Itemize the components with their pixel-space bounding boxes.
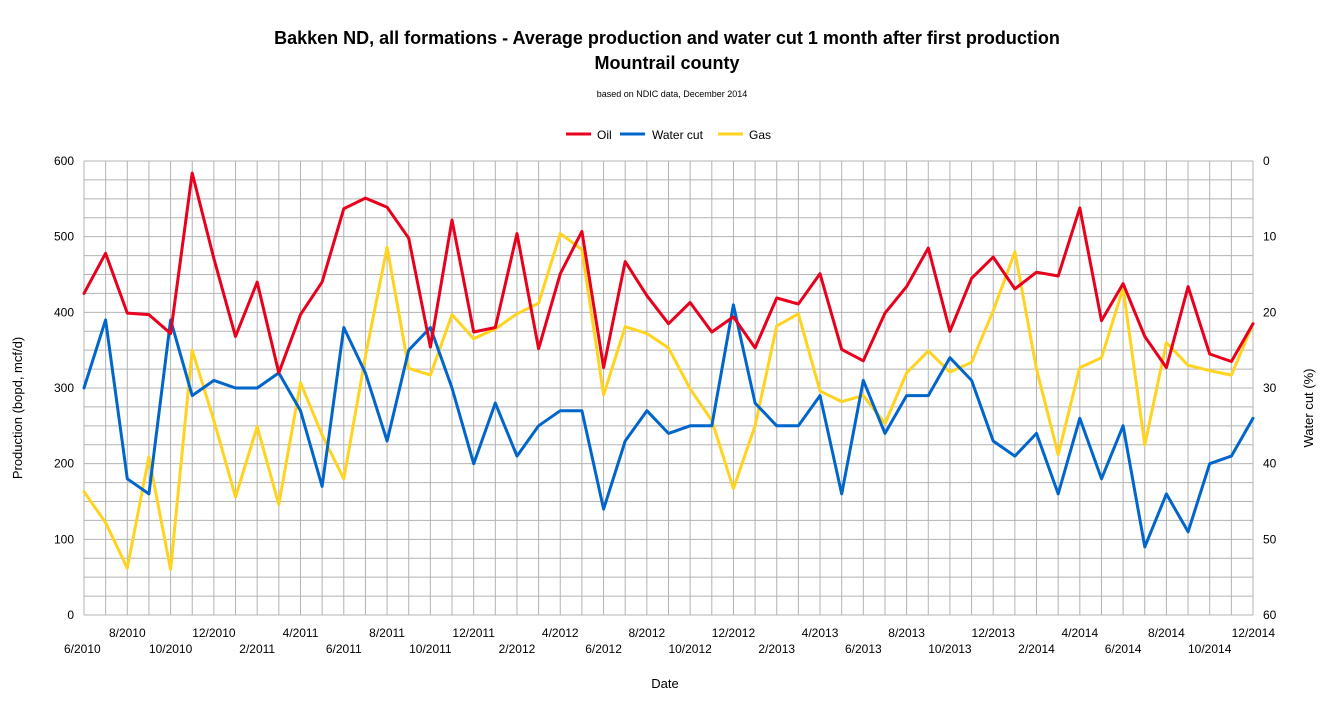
x-tick-label: 12/2014 (1232, 626, 1276, 640)
x-tick-label: 2/2012 (499, 642, 536, 656)
legend-label-water-cut: Water cut (652, 128, 704, 142)
y-tick-label: 400 (54, 305, 74, 319)
legend: Oil Water cut Gas (566, 128, 771, 142)
y-tick-label: 200 (54, 457, 74, 471)
x-tick-label: 8/2013 (888, 626, 925, 640)
x-tick-label: 4/2011 (283, 626, 319, 640)
x-tick-label: 2/2014 (1018, 642, 1055, 656)
x-tick-label: 10/2011 (409, 642, 452, 656)
x-tick-label: 4/2013 (802, 626, 839, 640)
x-tick-label: 8/2014 (1148, 626, 1185, 640)
x-tick-label: 2/2013 (758, 642, 795, 656)
y2-tick-label: 0 (1263, 154, 1270, 168)
y-tick-label: 600 (54, 154, 74, 168)
y2-tick-label: 10 (1263, 230, 1277, 244)
x-tick-label: 6/2012 (585, 642, 622, 656)
y-tick-label: 0 (67, 608, 74, 622)
y-axis-label: Production (bopd, mcf/d) (10, 337, 25, 479)
chart-subtitle: based on NDIC data, December 2014 (597, 89, 748, 99)
x-tick-label: 10/2010 (149, 642, 193, 656)
y-tick-label: 100 (54, 532, 74, 546)
grid (83, 160, 1254, 616)
x-tick-label: 2/2011 (239, 642, 275, 656)
x-tick-label: 12/2012 (712, 626, 756, 640)
x-tick-label: 10/2012 (668, 642, 712, 656)
x-tick-label: 8/2012 (629, 626, 666, 640)
y-tick-label: 300 (54, 381, 74, 395)
series-layer (82, 171, 1255, 572)
y2-tick-label: 20 (1263, 305, 1277, 319)
y2-tick-label: 40 (1263, 457, 1277, 471)
axes: 0 100 200 300 400 500 600 0 10 20 30 40 50 60 6/2010 8/… (54, 154, 1277, 656)
x-tick-label: 6/2013 (845, 642, 882, 656)
series-line-gas (82, 232, 1255, 572)
y2-tick-label: 60 (1263, 608, 1277, 622)
x-tick-label: 12/2011 (452, 626, 495, 640)
legend-label-oil: Oil (597, 128, 612, 142)
x-tick-label: 6/2014 (1105, 642, 1142, 656)
y2-tick-label: 50 (1263, 532, 1277, 546)
x-axis-label: Date (651, 676, 678, 691)
x-tick-label: 8/2011 (369, 626, 405, 640)
x-tick-label: 12/2010 (192, 626, 236, 640)
y-tick-label: 500 (54, 230, 74, 244)
x-tick-label: 8/2010 (109, 626, 146, 640)
chart-title-line2: Mountrail county (595, 53, 740, 73)
x-tick-label: 12/2013 (972, 626, 1016, 640)
x-tick-label: 4/2012 (542, 626, 579, 640)
series-line-oil (82, 171, 1255, 375)
x-tick-label: 6/2010 (64, 642, 101, 656)
legend-label-gas: Gas (749, 128, 771, 142)
x-tick-label: 6/2011 (326, 642, 362, 656)
x-tick-label: 10/2014 (1188, 642, 1232, 656)
y2-tick-label: 30 (1263, 381, 1277, 395)
chart-title: Bakken ND, all formations - Average prod… (274, 28, 1060, 48)
y2-axis-label: Water cut (%) (1301, 369, 1316, 448)
x-tick-label: 10/2013 (928, 642, 972, 656)
x-tick-label: 4/2014 (1061, 626, 1098, 640)
